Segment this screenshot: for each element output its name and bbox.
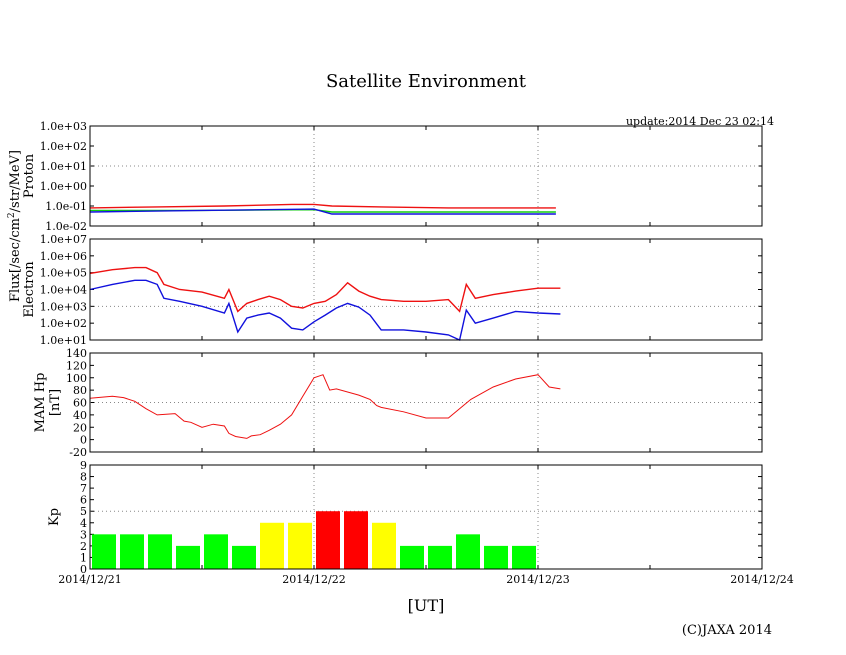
flux-axis-label: Flux[/sec/cm2/str/MeV] <box>7 150 23 302</box>
electron-ytick-label: 1.0e+02 <box>40 317 87 330</box>
mam-ytick-label: 140 <box>66 347 87 360</box>
electron-ytick-label: 1.0e+03 <box>40 300 87 313</box>
electron-ytick-label: 1.0e+05 <box>40 267 87 280</box>
proton-ytick-label: 1.0e+01 <box>40 160 87 173</box>
x-tick-label: 2014/12/23 <box>506 573 569 586</box>
proton-series-blue <box>89 208 556 215</box>
x-axis-label: [UT] <box>408 596 445 615</box>
electron-frame <box>89 238 763 341</box>
kp-ytick-label: 6 <box>80 494 87 507</box>
mam-ytick-label: 120 <box>66 359 87 372</box>
kp-bar <box>204 534 228 569</box>
kp-ytick-label: 2 <box>80 540 87 553</box>
kp-ytick-label: 9 <box>80 459 87 472</box>
proton-panel: 1.0e-02 1.0e-01 1.0e+00 1.0e+01 1.0e+02 1.0e+… <box>22 120 763 233</box>
kp-bar <box>148 534 172 569</box>
kp-bar <box>456 534 480 569</box>
kp-ytick-label: 8 <box>80 471 87 484</box>
proton-ytick-label: 1.0e+02 <box>40 140 87 153</box>
electron-ylabel: Electron <box>22 261 37 318</box>
panels: 1.0e-021.0e-011.0e+001.0e+011.0e+021.0e+… <box>22 120 794 586</box>
electron-panel: 1.0e+01 1.0e+02 1.0e+03 1.0e+04 1.0e+05 1.0e+… <box>22 233 763 347</box>
kp-frame <box>89 464 763 570</box>
mam-ytick-label: 20 <box>73 421 87 434</box>
flux-label-part: /str/MeV] <box>8 150 23 212</box>
proton-ylabel: Proton <box>22 153 37 198</box>
proton-ytick-label: 1.0e+00 <box>40 180 87 193</box>
chart-title: Satellite Environment <box>326 71 527 92</box>
kp-bar <box>316 511 340 569</box>
proton-ytick-label: 1.0e+03 <box>40 120 87 133</box>
mam-ytick-label: 100 <box>66 372 87 385</box>
electron-ytick-label: 1.0e+01 <box>40 334 87 347</box>
proton-frame <box>89 125 763 227</box>
electron-ytick-label: 1.0e+06 <box>40 250 87 263</box>
electron-ytick-label: 1.0e+07 <box>40 233 87 246</box>
kp-bar <box>372 522 396 569</box>
x-tick-label: 2014/12/22 <box>282 573 345 586</box>
proton-ytick-label: 1.0e-01 <box>45 200 87 213</box>
kp-ytick-label: 0 <box>80 563 87 576</box>
mam-ytick-label: 0 <box>80 434 87 447</box>
electron-series-red <box>89 266 561 313</box>
mam-frame <box>89 352 763 453</box>
kp-bar <box>260 522 284 569</box>
kp-ylabel: Kp <box>47 508 62 526</box>
mam-ytick-label: 80 <box>73 384 87 397</box>
kp-bar <box>400 545 424 569</box>
mam-series-Hp <box>89 374 561 439</box>
copyright-label: (C)JAXA 2014 <box>682 623 772 638</box>
flux-label-part: Flux[/sec/cm <box>8 218 23 302</box>
kp-ytick-label: 4 <box>80 517 87 530</box>
kp-bar <box>288 522 312 569</box>
mam-ytick-label: 60 <box>73 397 87 410</box>
proton-series-red <box>89 203 556 209</box>
kp-bar <box>232 545 256 569</box>
mam-ylabel: MAM Hp[nT] <box>33 373 63 433</box>
proton-ytick-label: 1.0e-02 <box>45 220 87 233</box>
update-timestamp: update:2014 Dec 23 02:14 <box>626 115 774 128</box>
kp-ytick-label: 1 <box>80 551 87 564</box>
kp-bar <box>120 534 144 569</box>
kp-bar <box>484 545 508 569</box>
x-tick-label: 2014/12/24 <box>730 573 793 586</box>
kp-bar <box>512 545 536 569</box>
kp-bar <box>92 534 116 569</box>
x-tick-label: 2014/12/21 <box>58 573 121 586</box>
electron-ytick-label: 1.0e+04 <box>40 284 87 297</box>
mam-ytick-label: 40 <box>73 409 87 422</box>
kp-ytick-label: 7 <box>80 482 87 495</box>
kp-ytick-label: 3 <box>80 528 87 541</box>
mam-ytick-label: -20 <box>69 446 87 459</box>
kp-ytick-label: 5 <box>80 505 87 518</box>
kp-bar <box>428 545 452 569</box>
kp-bar <box>344 511 368 569</box>
flux-label-superscript: 2 <box>7 212 17 218</box>
kp-bar <box>176 545 200 569</box>
electron-series-blue <box>89 279 561 341</box>
